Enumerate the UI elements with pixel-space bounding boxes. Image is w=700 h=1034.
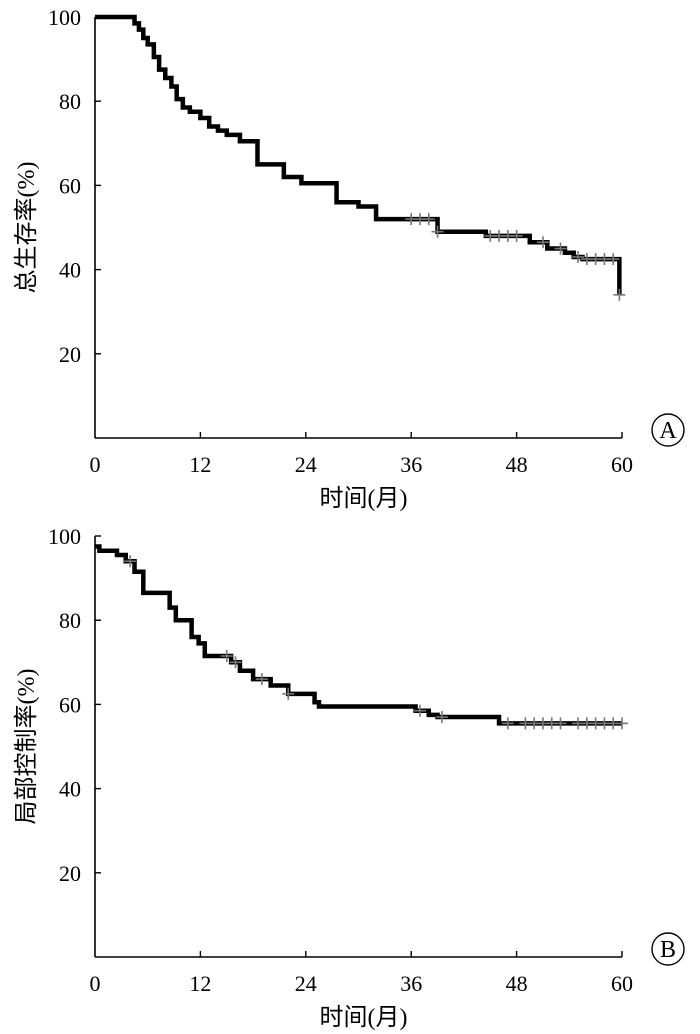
y-axis-title: 局部控制率(%): [13, 669, 40, 825]
censor-mark: [282, 687, 295, 700]
y-tick-label: 80: [59, 89, 81, 114]
y-tick-label: 60: [59, 173, 81, 198]
censor-mark: [554, 242, 567, 255]
x-tick-label: 48: [506, 971, 528, 996]
censor-mark: [413, 704, 426, 717]
censor-mark: [616, 717, 628, 730]
censor-mark: [229, 656, 242, 669]
censor-mark: [613, 288, 626, 301]
y-tick-label: 40: [59, 258, 81, 283]
local-control-chart-b: 20 40 60 80 100 0 12 24 36 48 60 时间(月) 局部控制率(%) B: [13, 524, 685, 1031]
y-tick-label: 100: [48, 5, 81, 30]
x-tick-label: 12: [189, 971, 211, 996]
y-tick-label: 60: [59, 692, 81, 717]
y-tick-label: 20: [59, 861, 81, 886]
censor-mark: [435, 711, 448, 724]
censor-mark: [572, 250, 585, 263]
censor-mark: [124, 555, 137, 568]
censor-mark: [501, 717, 514, 730]
x-tick-label: 24: [295, 452, 317, 477]
y-axis-title: 总生存率(%): [13, 162, 40, 294]
x-tick-label: 12: [189, 452, 211, 477]
y-tick-label: 100: [48, 524, 81, 549]
x-axis-title: 时间(月): [320, 485, 408, 512]
x-tick-label: 24: [295, 971, 317, 996]
survival-step-curve: [95, 14, 622, 295]
x-tick-label: 60: [611, 971, 633, 996]
x-axis-title: 时间(月): [320, 1004, 408, 1031]
y-tick-label: 20: [59, 342, 81, 367]
censor-mark: [422, 213, 435, 226]
x-tick-label: 36: [400, 452, 422, 477]
x-tick-label: 0: [90, 971, 101, 996]
panel-tag-circle: [651, 413, 685, 447]
censor-mark: [607, 253, 620, 266]
censor-mark: [255, 673, 268, 686]
censor-mark: [220, 649, 233, 662]
panel-tag-label: B: [660, 937, 676, 963]
y-tick-label: 80: [59, 608, 81, 633]
x-tick-label: 0: [90, 452, 101, 477]
x-tick-label: 48: [506, 452, 528, 477]
x-tick-label: 60: [611, 452, 633, 477]
censor-mark: [536, 236, 549, 249]
y-tick-label: 40: [59, 777, 81, 802]
censor-mark: [554, 717, 567, 730]
censor-mark: [510, 229, 523, 242]
panel-tag-circle: [651, 932, 685, 966]
panel-tag-label: A: [659, 418, 677, 444]
survival-step-curve: [95, 544, 622, 726]
censor-mark: [431, 225, 444, 238]
x-tick-label: 36: [400, 971, 422, 996]
survival-chart-a: 20 40 60 80 100 0 12 24 36 48 60 时间(月) 总生存率(%) A: [13, 5, 685, 512]
